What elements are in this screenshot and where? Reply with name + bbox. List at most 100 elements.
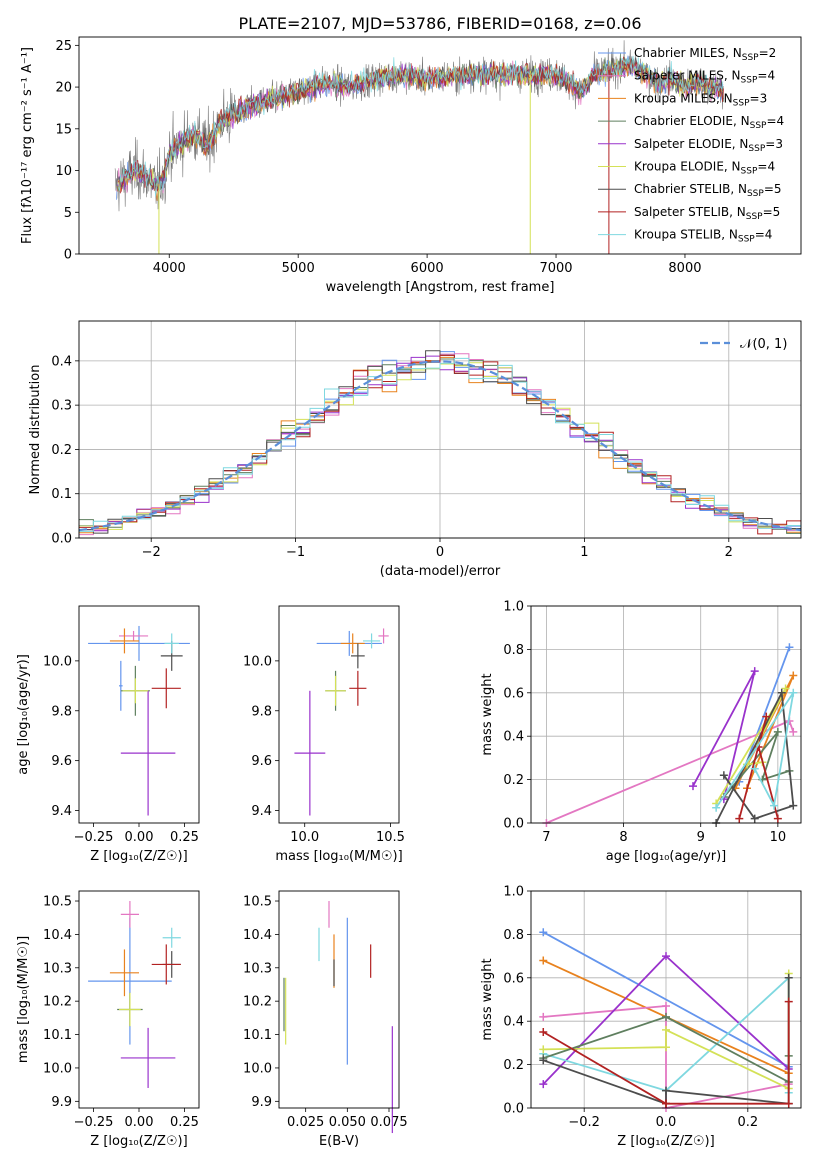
- y-tick-label: 5: [64, 206, 72, 221]
- y-tick-label: 10.3: [43, 961, 72, 976]
- x-axis-label: Z [log₁₀(Z/Z☉)]: [90, 1134, 187, 1149]
- weight-lines: [539, 928, 793, 1112]
- weight-marker: [539, 1012, 548, 1021]
- weight-line-8: [542, 1001, 790, 1105]
- axes-frame: [530, 890, 802, 1109]
- y-axis-label: mass [log₁₀(M/M☉)]: [16, 936, 31, 1063]
- legend-entry: Salpeter STELIB, NSSP=5: [634, 205, 780, 222]
- y-tick-label: 10.2: [243, 995, 272, 1010]
- x-tick-label: 2: [725, 545, 733, 560]
- weight-line-0: [542, 931, 790, 1068]
- y-tick-label: 0.6: [503, 686, 524, 701]
- weight-marker: [539, 956, 548, 965]
- histograms: [79, 350, 801, 538]
- x-tick-label: 0.0: [656, 1115, 677, 1130]
- x-tick-label: 0.2: [737, 1115, 758, 1130]
- x-tick-label: −2: [142, 545, 161, 560]
- axes-frame: [78, 320, 802, 539]
- y-tick-label: 0.8: [503, 643, 524, 658]
- legend-sub: SSP: [742, 53, 759, 63]
- z-mass-axes: −0.25 0.00 0.25 9.9 10.0 10.1 10.2 10.3 10.4 10.5…: [16, 890, 200, 1149]
- y-tick-label: 9.6: [51, 754, 72, 769]
- weight-marker: [662, 1025, 670, 1034]
- weight-marker: [777, 688, 786, 697]
- y-tick-label: 9.4: [51, 804, 72, 819]
- weight-marker: [785, 643, 794, 652]
- legend-val: =4: [766, 114, 784, 128]
- x-tick-label: 0.25: [170, 1115, 199, 1130]
- y-tick-label: 0.2: [503, 1058, 524, 1073]
- legend-label: Chabrier STELIB, N: [634, 182, 747, 196]
- ebv-mass-axes: 0.025 0.050 0.075 9.9 10.0 10.1 10.2 10.3 10.4 10…: [243, 890, 408, 1149]
- legend-val: =5: [764, 182, 782, 196]
- legend-label: Kroupa STELIB, N: [634, 228, 738, 242]
- y-tick-label: 0.3: [51, 399, 72, 414]
- x-tick-label: 10.5: [376, 830, 405, 845]
- y-tick-label: 0.8: [503, 928, 524, 943]
- y-tick-label: 0: [64, 248, 72, 263]
- errorbars: [88, 901, 181, 1088]
- legend-sub: SSP: [738, 235, 755, 245]
- y-tick-label: 1.0: [503, 600, 524, 615]
- x-tick-label: 9: [697, 830, 705, 845]
- model-line-7: [117, 56, 724, 194]
- legend-val: =3: [765, 137, 783, 151]
- weight-marker: [762, 712, 771, 721]
- y-tick-label: 10.0: [43, 1061, 72, 1076]
- y-tick-label: 9.8: [251, 704, 272, 719]
- x-tick-label: 8000: [668, 261, 701, 276]
- y-tick-label: 10.0: [43, 654, 72, 669]
- y-tick-label: 0.2: [51, 443, 72, 458]
- weight-line-7: [738, 716, 779, 819]
- y-tick-label: 9.9: [51, 1095, 72, 1110]
- legend-label: Kroupa MILES, N: [634, 91, 733, 105]
- y-tick-label: 10: [55, 164, 72, 179]
- weight-marker: [789, 801, 798, 810]
- x-tick-label: 0.00: [125, 1115, 154, 1130]
- weight-marker: [539, 928, 548, 937]
- x-tick-label: 7000: [539, 261, 572, 276]
- legend-label: Salpeter ELODIE, N: [634, 137, 748, 151]
- errorbars: [294, 628, 389, 816]
- y-tick-label: 10.1: [43, 1028, 72, 1043]
- weight-lines: [542, 643, 798, 827]
- x-tick-label: 0.050: [329, 1115, 366, 1130]
- y-tick-label: 10.1: [243, 1028, 272, 1043]
- legend-entry: Chabrier ELODIE, NSSP=4: [634, 114, 784, 131]
- weight-marker: [662, 1086, 670, 1095]
- x-tick-label: 0: [436, 545, 444, 560]
- y-tick-label: 0.0: [503, 817, 524, 832]
- y-tick-label: 0.2: [503, 773, 524, 788]
- x-tick-label: −1: [286, 545, 305, 560]
- y-tick-label: 10.4: [43, 928, 72, 943]
- weight-marker: [539, 1028, 548, 1037]
- legend-val: =5: [763, 205, 781, 219]
- legend-val: =4: [755, 228, 773, 242]
- gaussian-curve: [79, 360, 801, 532]
- weight-marker: [539, 1056, 548, 1065]
- chart-title: PLATE=2107, MJD=53786, FIBERID=0168, z=0…: [238, 14, 641, 33]
- x-axis-label: E(B-V): [319, 1134, 359, 1149]
- weight-marker: [539, 1080, 548, 1089]
- weight-marker: [750, 814, 759, 823]
- y-tick-label: 20: [55, 81, 72, 96]
- axes-frame: [78, 605, 200, 824]
- x-axis-label: age [log₁₀(age/yr)]: [606, 849, 727, 864]
- weight-marker: [662, 1043, 670, 1052]
- weight-line-2: [543, 1005, 789, 1110]
- y-tick-label: 10.0: [243, 1061, 272, 1076]
- legend-val: =2: [759, 46, 777, 60]
- weight-line-8: [715, 692, 795, 809]
- x-tick-label: 5000: [282, 261, 315, 276]
- x-tick-label: 4000: [153, 261, 186, 276]
- legend-label: Kroupa ELODIE, N: [634, 160, 741, 174]
- weight-marker: [789, 671, 798, 680]
- weight-marker: [773, 727, 782, 736]
- axes-frame: [278, 890, 400, 1109]
- y-tick-label: 0.4: [503, 730, 524, 745]
- x-axis-label: mass [log₁₀(M/M☉)]: [275, 849, 402, 864]
- spectra: [114, 40, 724, 254]
- x-tick-label: −0.25: [74, 1115, 114, 1130]
- x-tick-label: 1: [580, 545, 588, 560]
